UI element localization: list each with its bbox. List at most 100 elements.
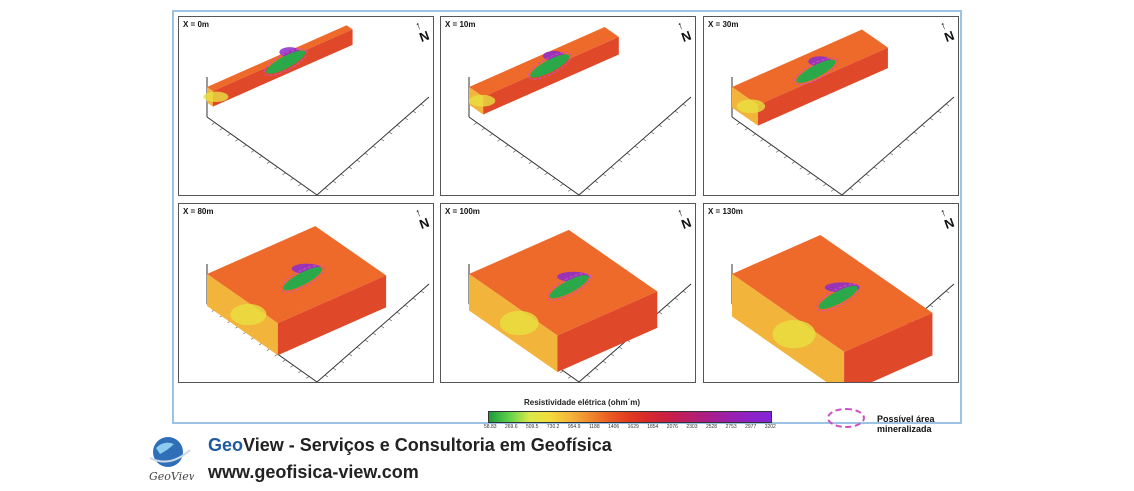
colorbar-ticks: 58.83 269.6 509.5 730.2 954.9 1188 1406 1629 185… bbox=[484, 424, 776, 430]
axis-tick bbox=[783, 155, 788, 159]
axis-tick bbox=[586, 187, 591, 191]
axis-tick bbox=[594, 367, 599, 371]
block-top-face bbox=[469, 27, 619, 97]
colorbar-tick: 2303 bbox=[686, 424, 698, 430]
axis-tick bbox=[324, 187, 329, 191]
colorbar-tick: 1188 bbox=[588, 424, 600, 430]
axis-tick bbox=[544, 172, 548, 175]
conductive-anomaly bbox=[549, 275, 589, 299]
resistivity-figure: Resistividade elétrica (ohm´m) 58.83 269.… bbox=[172, 10, 962, 434]
colorbar-tick: 1629 bbox=[627, 424, 639, 430]
axis-tick bbox=[799, 166, 803, 170]
conductive-anomaly bbox=[818, 285, 858, 310]
axis-tick bbox=[528, 161, 533, 164]
axis-tick bbox=[849, 187, 854, 191]
axis-tick bbox=[404, 304, 409, 308]
axis-tick bbox=[674, 297, 679, 301]
block-top-face bbox=[469, 229, 658, 336]
colorbar-tick: 1406 bbox=[608, 424, 620, 430]
axis-tick bbox=[420, 103, 425, 107]
axis-tick bbox=[642, 138, 647, 142]
medium-resistivity-zone bbox=[203, 91, 229, 102]
colorbar-tick: 954.9 bbox=[567, 424, 581, 430]
axis-tick bbox=[364, 152, 369, 156]
block-model-panel: X = 10m ↑ N bbox=[440, 16, 696, 196]
medium-resistivity-zone bbox=[230, 303, 267, 326]
axis-tick bbox=[332, 367, 337, 371]
axis-tick bbox=[567, 189, 572, 192]
panel-label: X = 10m bbox=[445, 20, 476, 29]
medium-resistivity-zone bbox=[468, 94, 496, 107]
axis-tick bbox=[594, 180, 599, 184]
axis-tick bbox=[618, 159, 623, 163]
conductive-anomaly bbox=[796, 59, 836, 83]
axis-tick bbox=[372, 332, 377, 336]
axis-tick bbox=[658, 124, 663, 128]
axis-tick bbox=[219, 127, 223, 131]
axis-tick bbox=[560, 370, 564, 374]
axis-tick bbox=[618, 346, 623, 350]
axis-tick bbox=[396, 311, 401, 315]
mineralized-area-legend-icon bbox=[827, 408, 865, 428]
axis-tick bbox=[666, 117, 671, 121]
mineralized-area-legend-label: Possível área mineralizada bbox=[877, 414, 935, 434]
axis-tick bbox=[536, 166, 540, 170]
axis-tick bbox=[258, 155, 263, 159]
axis-tick bbox=[897, 145, 902, 149]
axis-tick bbox=[929, 117, 934, 121]
mineralized-area-outline bbox=[280, 264, 325, 293]
website-link[interactable]: www.geofisica-view.com bbox=[208, 462, 419, 482]
axis-tick bbox=[865, 173, 870, 177]
panel-label: X = 30m bbox=[708, 20, 739, 29]
axis-tick bbox=[602, 173, 607, 177]
colorbar-tick: 509.5 bbox=[525, 424, 539, 430]
axis-tick bbox=[298, 370, 302, 374]
axis-tick bbox=[497, 139, 501, 142]
axis-tick bbox=[602, 360, 607, 364]
axis-tick bbox=[905, 138, 910, 142]
axis-tick bbox=[412, 297, 417, 301]
axis-tick bbox=[282, 172, 286, 175]
colorbar-title: Resistividade elétrica (ohm´m) bbox=[524, 398, 641, 407]
axis-tick bbox=[823, 183, 827, 187]
colorbar-tick: 2753 bbox=[725, 424, 737, 430]
block-top-face bbox=[732, 29, 888, 106]
axis-tick bbox=[552, 178, 556, 181]
axis-tick bbox=[682, 290, 687, 294]
colorbar-tick: 1854 bbox=[647, 424, 659, 430]
brand-accent: Geo bbox=[208, 435, 244, 455]
axis-tick bbox=[873, 166, 878, 170]
axis-tick bbox=[372, 145, 377, 149]
axis-tick bbox=[380, 325, 385, 329]
mineralized-area-outline bbox=[263, 48, 308, 76]
axis-tick bbox=[340, 173, 345, 177]
conductive-anomaly bbox=[266, 50, 306, 74]
axis-tick bbox=[420, 290, 425, 294]
axis-tick bbox=[775, 150, 780, 153]
axis-tick bbox=[760, 139, 764, 142]
mineralized-area-outline bbox=[816, 283, 861, 312]
axis-tick bbox=[473, 122, 478, 125]
colorbar-tick: 2076 bbox=[666, 424, 678, 430]
colorbar-tick: 269.6 bbox=[504, 424, 518, 430]
axis-tick bbox=[857, 180, 862, 184]
block-top-face bbox=[732, 234, 933, 352]
panel-label: X = 80m bbox=[183, 207, 214, 216]
mineralized-area-outline bbox=[793, 57, 838, 86]
axis-tick bbox=[235, 139, 239, 142]
colorbar-tick: 2977 bbox=[745, 424, 757, 430]
block-top-face bbox=[207, 25, 353, 92]
colorbar bbox=[488, 411, 772, 423]
axis-tick bbox=[937, 297, 942, 301]
axis-tick bbox=[666, 304, 671, 308]
block-side-face bbox=[277, 275, 387, 356]
colorbar-tick: 58.83 bbox=[484, 424, 497, 430]
axis-tick bbox=[305, 189, 310, 192]
axis-tick bbox=[266, 161, 271, 164]
axis-tick bbox=[396, 124, 401, 128]
block-model-3d bbox=[206, 226, 430, 382]
axis-frame bbox=[206, 96, 430, 195]
block-model-panel: X = 130m ↑ N bbox=[703, 203, 959, 383]
axis-tick bbox=[744, 127, 748, 131]
axis-tick bbox=[945, 103, 950, 107]
